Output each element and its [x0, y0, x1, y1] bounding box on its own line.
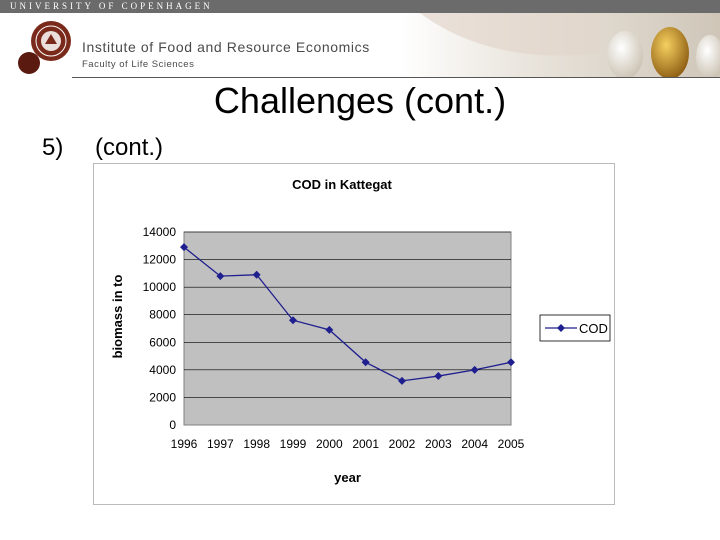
y-tick-label: 0 — [169, 418, 176, 432]
slide-title: Challenges (cont.) — [0, 80, 720, 122]
x-tick-label: 2001 — [352, 437, 379, 451]
institute-name: Institute of Food and Resource Economics — [82, 39, 370, 55]
x-axis-label: year — [334, 470, 361, 485]
x-tick-label: 2004 — [461, 437, 488, 451]
data-point — [434, 372, 443, 381]
university-seal-logo — [31, 21, 71, 61]
data-point — [507, 358, 515, 367]
x-tick-label: 1996 — [171, 437, 198, 451]
data-point — [216, 272, 225, 281]
x-tick-label: 1999 — [280, 437, 307, 451]
x-tick-label: 2005 — [498, 437, 525, 451]
x-tick-label: 2000 — [316, 437, 343, 451]
chart-title: COD in Kattegat — [292, 177, 392, 192]
data-point — [361, 358, 370, 367]
cod-line-chart: COD in Kattegat 0 2000 4000 6000 8000 10000 120… — [110, 177, 611, 485]
y-tick-label: 10000 — [143, 280, 177, 294]
x-tick-label: 1998 — [243, 437, 270, 451]
x-tick-label: 1997 — [207, 437, 234, 451]
legend-label: COD — [579, 321, 608, 336]
data-point — [180, 243, 188, 252]
data-point — [252, 270, 261, 279]
faculty-name: Faculty of Life Sciences — [82, 59, 195, 70]
plot-area — [183, 231, 512, 426]
y-tick-label: 2000 — [149, 390, 176, 404]
bullet-number: 5) — [42, 134, 64, 161]
y-axis-label: biomass in to — [110, 275, 125, 359]
data-point — [325, 325, 334, 334]
x-tick-label: 2003 — [425, 437, 452, 451]
logo-dot — [18, 52, 40, 74]
legend-marker — [557, 324, 565, 332]
bullet-text: (cont.) — [95, 134, 164, 161]
y-tick-label: 8000 — [149, 308, 176, 322]
header-decoration-image — [400, 13, 720, 77]
university-name: UNIVERSITY OF COPENHAGEN — [10, 1, 213, 11]
top-bar: UNIVERSITY OF COPENHAGEN — [0, 0, 720, 13]
series-line-cod — [183, 246, 512, 382]
data-point — [289, 316, 297, 325]
y-tick-label: 14000 — [143, 225, 177, 239]
y-tick-label: 12000 — [143, 253, 177, 267]
x-tick-label: 2002 — [389, 437, 416, 451]
data-point — [470, 365, 479, 374]
y-tick-label: 6000 — [149, 335, 176, 349]
data-point — [398, 376, 406, 385]
y-tick-label: 4000 — [149, 363, 176, 377]
header-divider — [72, 77, 720, 78]
slide-title-text: Challenges (cont.) — [213, 80, 507, 121]
